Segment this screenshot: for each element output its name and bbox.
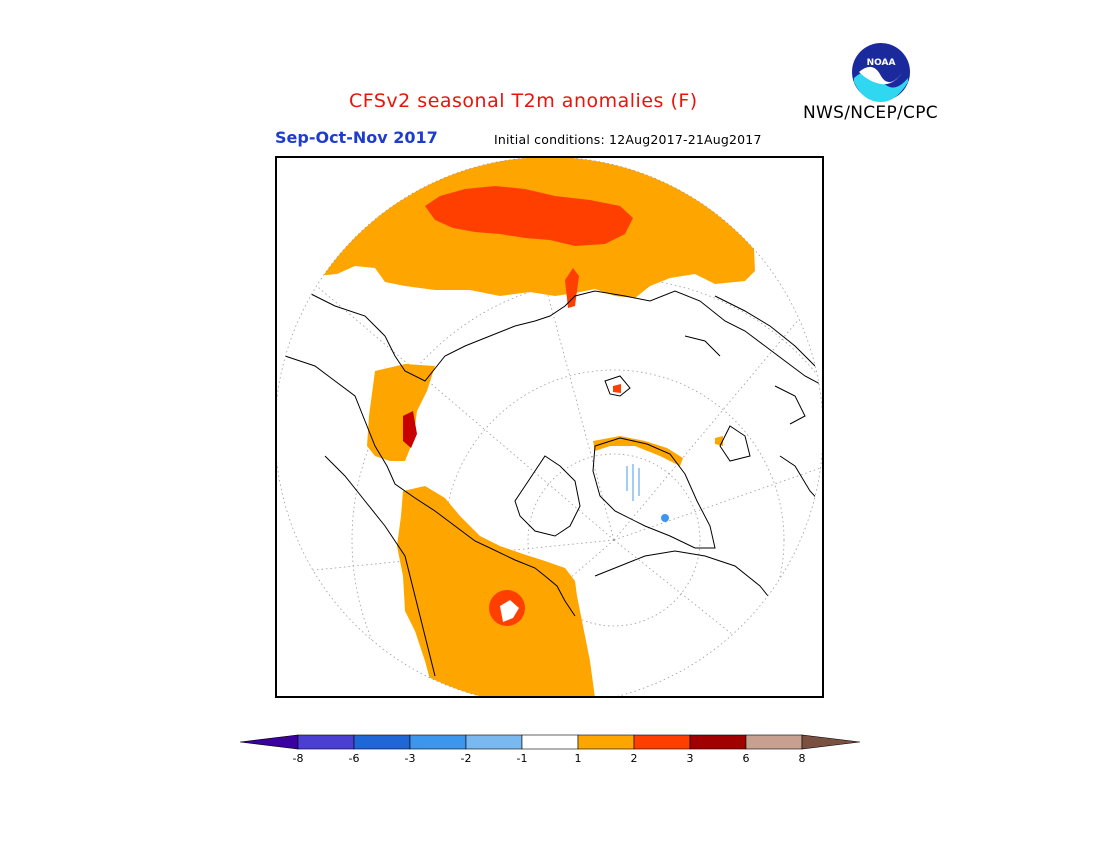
colorbar-box [297, 734, 355, 750]
colorbar-tick-label: -3 [404, 752, 416, 765]
anomaly-alaska [367, 364, 435, 461]
season-label: Sep-Oct-Nov 2017 [275, 128, 438, 147]
colorbar-arrow-high [801, 734, 861, 750]
chart-title: CFSv2 seasonal T2m anomalies (F) [349, 90, 698, 112]
colorbar-tick-label: -2 [460, 752, 472, 765]
logo-text: NOAA [867, 58, 896, 68]
colorbar-tick-label: -1 [516, 752, 528, 765]
colorbar-tick-label: 6 [742, 752, 750, 765]
colorbar-box [465, 734, 523, 750]
colorbar-tick-label: -8 [292, 752, 304, 765]
colorbar-tick-label: 2 [630, 752, 638, 765]
colorbar-box [521, 734, 579, 750]
colorbar [239, 734, 861, 750]
colorbar-box [689, 734, 747, 750]
colorbar-tick-label: 1 [574, 752, 582, 765]
colorbar-box [577, 734, 635, 750]
anomaly-greenland-coast [593, 436, 683, 466]
colorbar-tick-label: 3 [686, 752, 694, 765]
colorbar-tick-label: -6 [348, 752, 360, 765]
colorbar-box [633, 734, 691, 750]
anomaly-greenland-cold [661, 514, 669, 522]
initial-conditions-label: Initial conditions: 12Aug2017-21Aug2017 [494, 132, 762, 147]
colorbar-box [353, 734, 411, 750]
polar-map [275, 156, 824, 698]
colorbar-box [409, 734, 467, 750]
noaa-logo: NOAA [852, 43, 910, 102]
anomaly-north-america [397, 486, 595, 698]
anomaly-eurasia-core [425, 186, 633, 246]
agency-label: NWS/NCEP/CPC [803, 103, 938, 123]
colorbar-box [745, 734, 803, 750]
colorbar-tick-label: 8 [798, 752, 806, 765]
colorbar-arrow-low [239, 734, 299, 750]
